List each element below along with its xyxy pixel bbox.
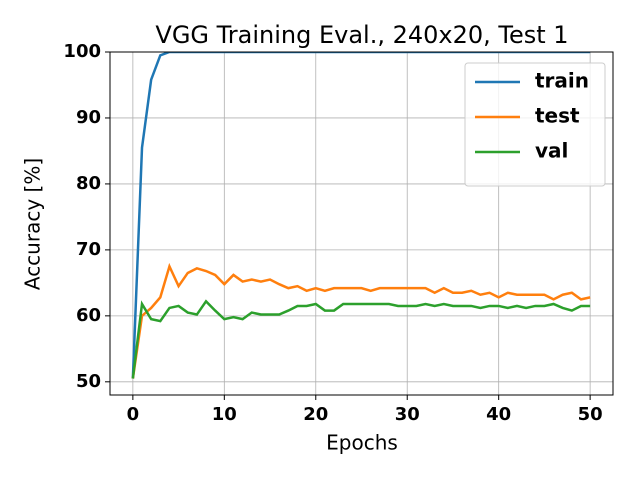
- legend-label: val: [535, 139, 568, 163]
- y-axis-label: Accuracy [%]: [21, 158, 45, 290]
- x-tick-label: 40: [486, 404, 511, 425]
- x-tick-label: 50: [578, 404, 603, 425]
- legend-label: test: [535, 104, 580, 128]
- legend-label: train: [535, 69, 589, 93]
- x-tick-label: 0: [127, 404, 140, 425]
- x-tick-label: 20: [303, 404, 328, 425]
- x-tick-label: 30: [395, 404, 420, 425]
- plot-frame: [109, 51, 614, 396]
- legend-box: [464, 62, 606, 187]
- y-tick-label: 50: [76, 371, 101, 392]
- y-tick-label: 90: [76, 107, 101, 128]
- y-tick-label: 70: [76, 239, 101, 260]
- series-line: [131, 262, 591, 379]
- x-axis-label: Epochs: [326, 431, 398, 455]
- x-tick-label: 10: [212, 404, 237, 425]
- y-tick-label: 60: [76, 305, 101, 326]
- series-line: [131, 299, 591, 379]
- y-tick-label: 100: [63, 41, 101, 62]
- chart-title: VGG Training Eval., 240x20, Test 1: [155, 21, 568, 49]
- y-tick-label: 80: [76, 173, 101, 194]
